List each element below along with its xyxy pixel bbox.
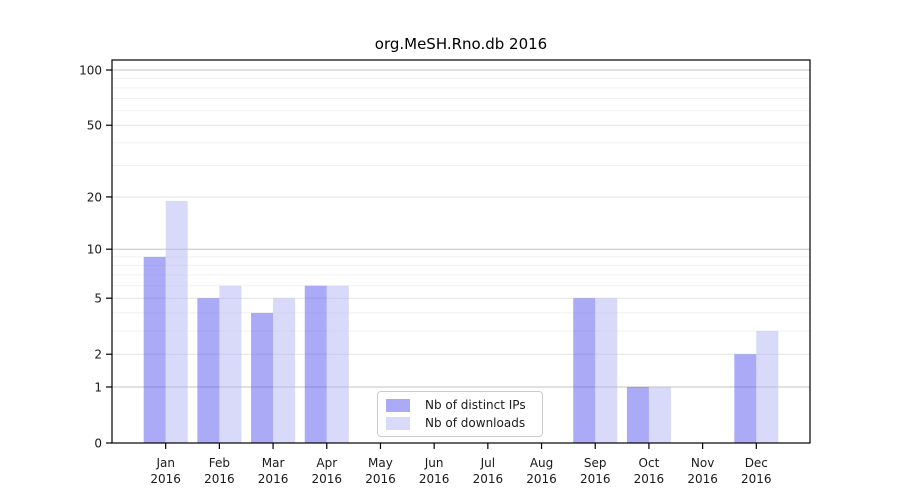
legend-item-downloads: Nb of downloads — [386, 416, 534, 430]
bar-distinct-ips-sep — [573, 298, 596, 443]
bar-distinct-ips-oct — [626, 386, 649, 443]
x-tick-label-year-jun: 2016 — [419, 472, 450, 486]
bar-downloads-feb — [219, 285, 242, 443]
bar-downloads-jan — [165, 200, 188, 443]
x-tick-label-year-aug: 2016 — [526, 472, 557, 486]
x-tick-label-month-oct: Oct — [639, 456, 660, 470]
y-tick-label-5: 5 — [94, 292, 102, 306]
x-tick-label-month-jan: Jan — [155, 456, 175, 470]
bar-downloads-sep — [595, 298, 618, 443]
x-tick-label-month-may: May — [368, 456, 393, 470]
x-tick-label-year-nov: 2016 — [687, 472, 718, 486]
legend: Nb of distinct IPs Nb of downloads — [377, 391, 543, 437]
bar-distinct-ips-jan — [143, 256, 166, 443]
x-tick-label-month-apr: Apr — [316, 456, 337, 470]
bar-downloads-dec — [756, 330, 779, 443]
y-tick-label-100: 100 — [79, 64, 102, 78]
bar-downloads-apr — [326, 285, 349, 443]
bar-distinct-ips-feb — [197, 298, 220, 443]
legend-label-downloads: Nb of downloads — [425, 416, 526, 430]
legend-item-distinct-ips: Nb of distinct IPs — [386, 398, 534, 412]
x-tick-label-year-sep: 2016 — [580, 472, 611, 486]
x-tick-label-month-feb: Feb — [209, 456, 230, 470]
y-tick-label-50: 50 — [87, 119, 102, 133]
y-tick-label-1: 1 — [94, 380, 102, 394]
legend-label-distinct-ips: Nb of distinct IPs — [425, 398, 526, 412]
legend-swatch-distinct-ips — [386, 398, 410, 412]
bar-distinct-ips-mar — [251, 312, 274, 443]
x-tick-label-month-sep: Sep — [584, 456, 607, 470]
legend-swatch-downloads — [386, 416, 410, 430]
x-tick-label-year-oct: 2016 — [634, 472, 665, 486]
x-tick-label-year-apr: 2016 — [311, 472, 342, 486]
x-tick-label-year-feb: 2016 — [204, 472, 235, 486]
x-tick-label-year-dec: 2016 — [741, 472, 772, 486]
bar-distinct-ips-dec — [734, 354, 757, 443]
x-tick-label-year-may: 2016 — [365, 472, 396, 486]
x-tick-label-month-dec: Dec — [745, 456, 768, 470]
x-tick-label-year-mar: 2016 — [258, 472, 289, 486]
y-tick-label-2: 2 — [94, 348, 102, 362]
x-tick-label-month-jun: Jun — [424, 456, 444, 470]
x-tick-label-month-mar: Mar — [262, 456, 285, 470]
y-tick-label-10: 10 — [87, 243, 102, 257]
x-tick-label-month-aug: Aug — [530, 456, 553, 470]
bar-distinct-ips-apr — [304, 285, 327, 443]
x-tick-label-year-jul: 2016 — [473, 472, 504, 486]
chart-title: org.MeSH.Rno.db 2016 — [374, 35, 548, 53]
y-tick-label-20: 20 — [87, 190, 102, 204]
y-tick-label-0: 0 — [94, 437, 102, 451]
x-tick-label-year-jan: 2016 — [150, 472, 181, 486]
plot-border — [111, 59, 811, 444]
bar-downloads-oct — [648, 386, 671, 443]
x-tick-label-month-nov: Nov — [691, 456, 714, 470]
bar-downloads-mar — [273, 298, 296, 443]
x-tick-label-month-jul: Jul — [480, 456, 495, 470]
